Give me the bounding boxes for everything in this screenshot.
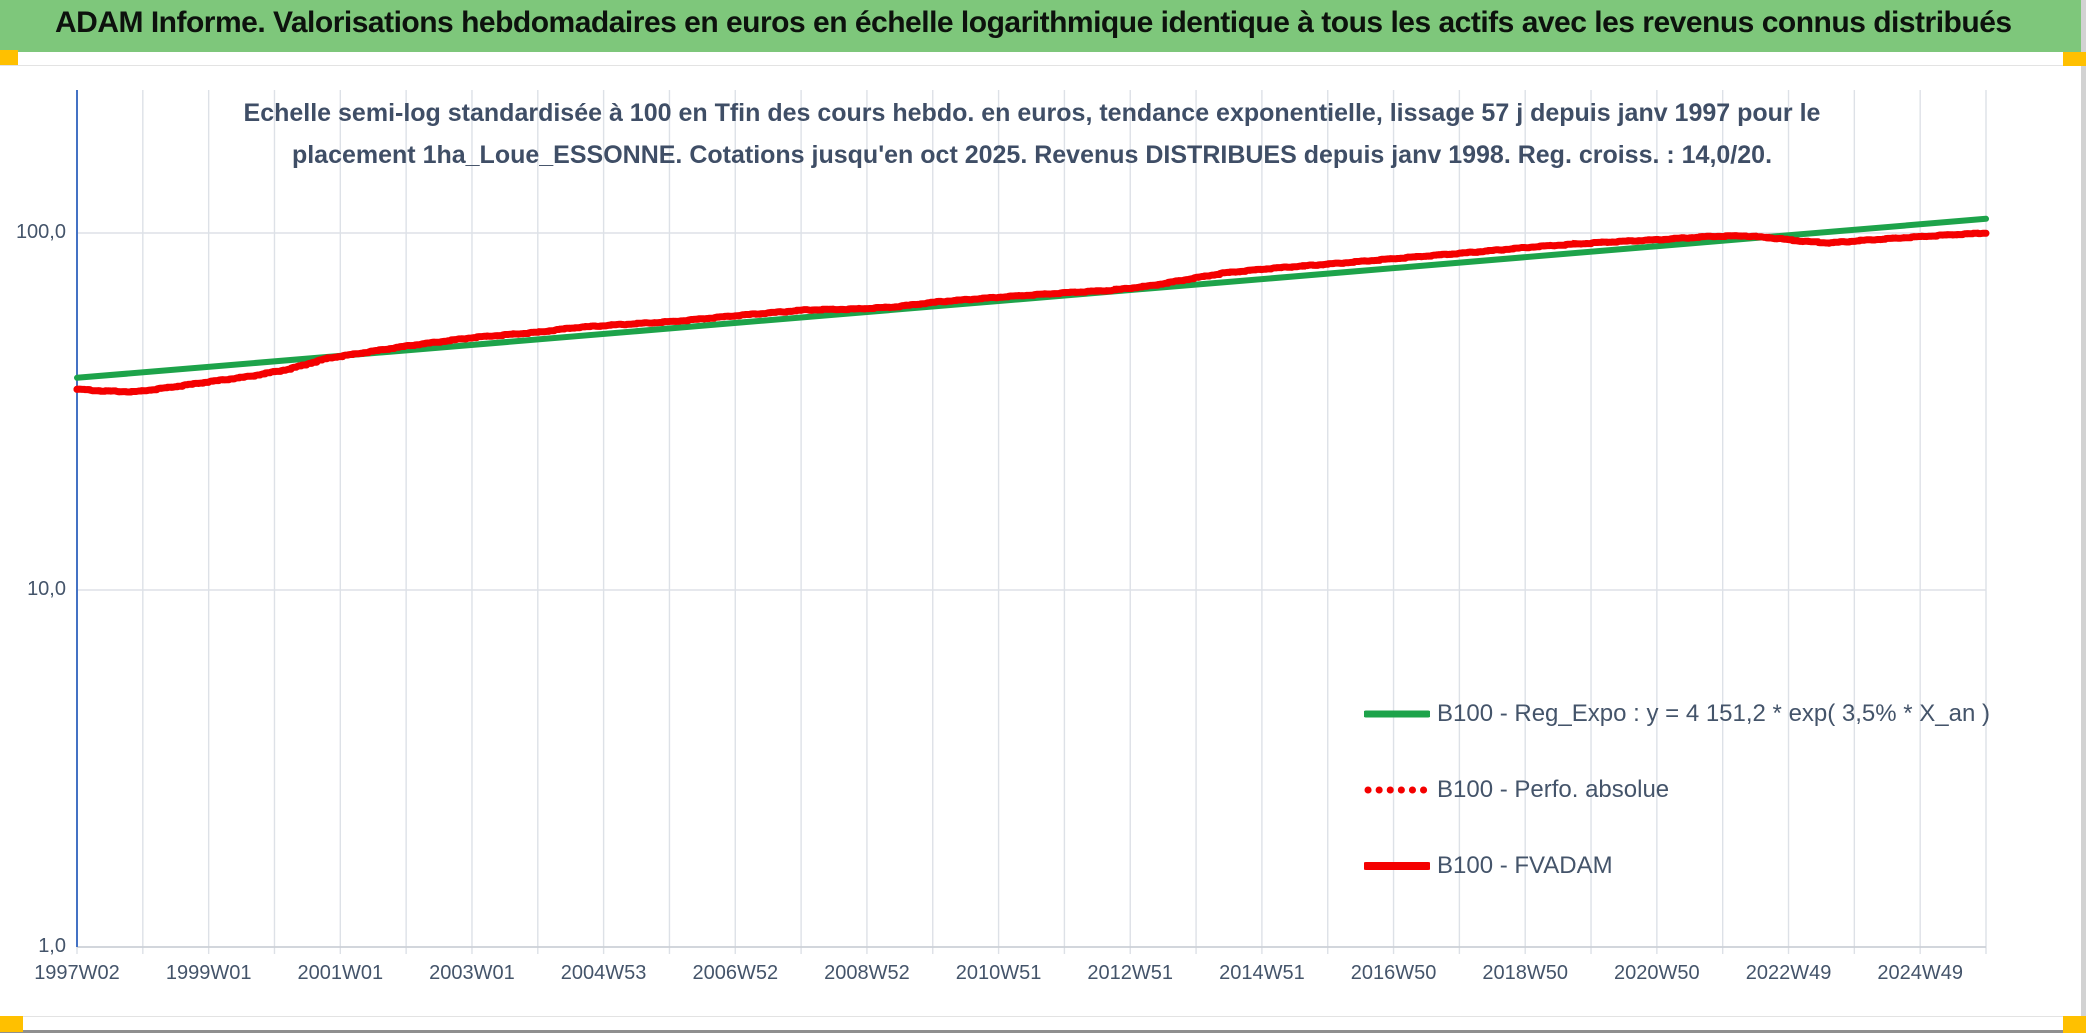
x-tick-label: 2022W49 [1745,962,1832,984]
chart-legend: B100 - Reg_Expo : y = 4 151,2 * exp( 3,5… [1364,700,1990,928]
x-tick-label: 2003W01 [429,962,515,984]
corner-marker-top-left [0,50,18,65]
y-tick-label: 1,0 [38,935,66,957]
corner-marker-bottom-right [2063,1016,2086,1033]
sheet-right-edge [2081,0,2086,1033]
x-tick-label: 2018W50 [1482,962,1569,984]
x-tick-label: 2024W49 [1877,962,1963,984]
header-title: ADAM Informe. Valorisations hebdomadaire… [55,6,2012,39]
legend-label: B100 - Reg_Expo : y = 4 151,2 * exp( 3,5… [1437,700,1991,727]
legend-item-perfo-absolue[interactable]: B100 - Perfo. absolue [1364,776,1990,804]
x-tick-label: 1997W02 [34,962,120,984]
red-dotted-line-sample [1364,776,1430,804]
x-tick-label: 2001W01 [297,962,384,984]
x-tick-label: 2010W51 [955,962,1042,984]
sheet-rule-top [0,65,2086,66]
y-tick-label: 100,0 [15,221,66,243]
x-tick-label: 2020W50 [1614,962,1700,984]
series-fvadam-red [73,229,1990,396]
header-bar [0,0,2081,52]
legend-item-regression[interactable]: B100 - Reg_Expo : y = 4 151,2 * exp( 3,5… [1364,700,1990,728]
legend-label: B100 - Perfo. absolue [1437,776,1670,803]
x-tick-label: 1999W01 [165,962,252,984]
corner-marker-top-right [2063,52,2086,66]
legend-item-fvadam[interactable]: B100 - FVADAM [1364,852,1990,880]
series-perfo-absolue-red-dotted [73,229,1990,396]
chart-title: Echelle semi-log standardisée à 100 en T… [230,92,1834,176]
chart-title-line1: Echelle semi-log standardisée à 100 en T… [243,99,1821,127]
green-solid-line-sample [1364,700,1430,728]
red-solid-line-sample [1364,852,1430,880]
y-tick-label: 10,0 [27,578,66,600]
x-tick-label: 2012W51 [1087,962,1174,984]
x-tick-label: 2008W52 [824,962,910,984]
x-tick-label: 2004W53 [560,962,647,984]
sheet-bottom-edge [0,1030,2086,1033]
chart-title-line2: placement 1ha_Loue_ESSONNE. Cotations ju… [291,141,1773,169]
x-tick-label: 2016W50 [1350,962,1437,984]
x-tick-label: 2014W51 [1219,962,1305,984]
sheet-rule-bottom [0,1016,2086,1017]
legend-label: B100 - FVADAM [1437,852,1613,879]
x-tick-label: 2006W52 [692,962,779,984]
corner-marker-bottom-left [0,1016,23,1032]
